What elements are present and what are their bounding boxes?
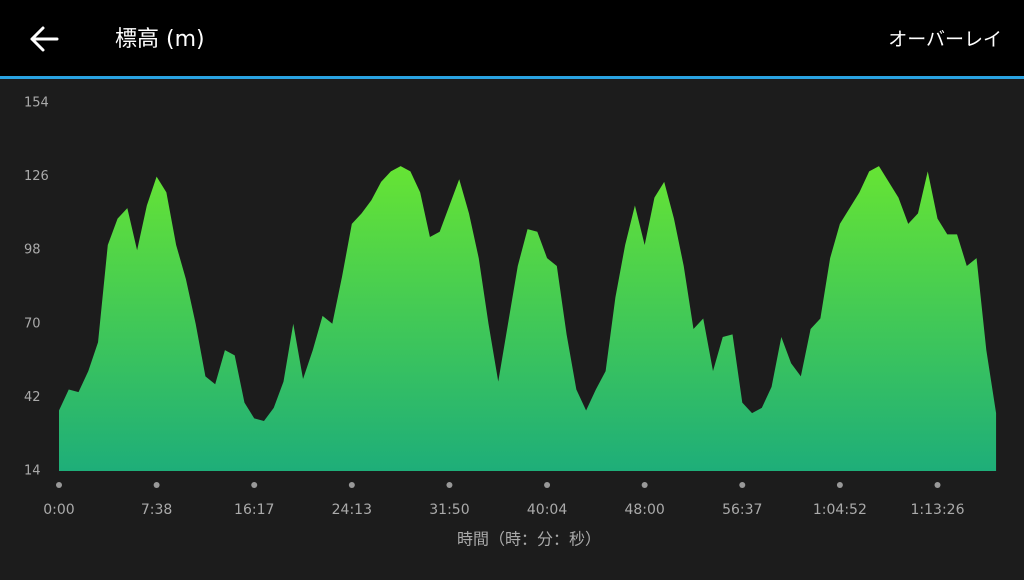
x-tick-label: 16:17	[234, 502, 274, 518]
x-tick-dot	[251, 482, 258, 488]
x-tick-dot	[348, 482, 355, 488]
y-tick-label: 126	[24, 169, 49, 184]
elevation-area	[59, 166, 997, 472]
y-tick-label: 98	[24, 243, 41, 258]
y-tick-label: 70	[24, 316, 41, 331]
x-tick-dot	[446, 482, 453, 488]
x-tick-dot	[934, 482, 941, 488]
back-button[interactable]	[30, 26, 59, 52]
x-tick-label: 24:13	[332, 502, 372, 518]
x-tick-label: 56:37	[722, 502, 762, 518]
x-tick-label: 31:50	[429, 502, 469, 518]
x-tick-label: 1:13:26	[911, 502, 965, 518]
x-tick-label: 48:00	[624, 502, 664, 518]
app-bar	[0, 0, 1024, 76]
x-tick-dot	[739, 482, 746, 488]
y-tick-label: 14	[24, 464, 41, 479]
x-tick-dot	[56, 482, 62, 488]
app-bar-underline	[0, 76, 1024, 79]
y-tick-label: 42	[24, 390, 41, 405]
x-tick-label: 40:04	[527, 502, 567, 518]
y-tick-label: 154	[24, 96, 49, 111]
x-tick-dot	[153, 482, 160, 488]
overlay-button[interactable]: オーバーレイ	[888, 29, 1002, 51]
x-tick-label: 7:38	[141, 502, 172, 518]
x-tick-label: 1:04:52	[813, 502, 867, 518]
title: 標高 (m)	[115, 27, 205, 52]
x-tick-dot	[836, 482, 843, 488]
x-axis-label: 時間（時：分：秒）	[457, 530, 601, 549]
x-tick-label: 0:00	[43, 502, 74, 518]
x-tick-dot	[641, 482, 648, 488]
x-tick-dot	[544, 482, 551, 488]
